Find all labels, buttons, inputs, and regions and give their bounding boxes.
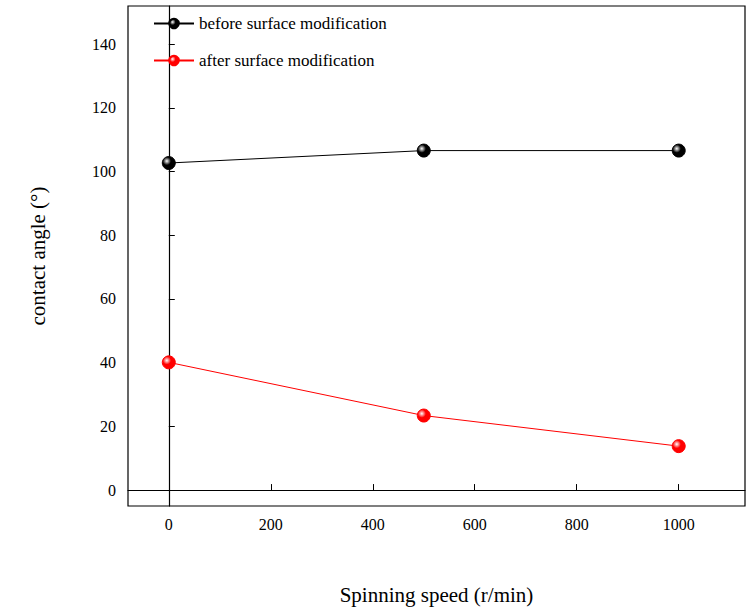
svg-text:contact angle (°): contact angle (°) [26, 187, 50, 326]
svg-text:400: 400 [361, 516, 385, 533]
svg-text:0: 0 [108, 482, 116, 499]
svg-text:before surface modification: before surface modification [199, 14, 387, 33]
svg-text:60: 60 [100, 290, 116, 307]
svg-text:120: 120 [92, 99, 116, 116]
svg-text:800: 800 [565, 516, 589, 533]
svg-text:after surface modification: after surface modification [199, 51, 375, 70]
svg-text:20: 20 [100, 418, 116, 435]
svg-text:140: 140 [92, 36, 116, 53]
svg-text:600: 600 [463, 516, 487, 533]
svg-text:100: 100 [92, 163, 116, 180]
svg-text:80: 80 [100, 227, 116, 244]
svg-text:0: 0 [165, 516, 173, 533]
svg-text:40: 40 [100, 354, 116, 371]
svg-text:Spinning speed (r/min): Spinning speed (r/min) [340, 583, 534, 607]
svg-text:1000: 1000 [663, 516, 695, 533]
svg-text:200: 200 [259, 516, 283, 533]
